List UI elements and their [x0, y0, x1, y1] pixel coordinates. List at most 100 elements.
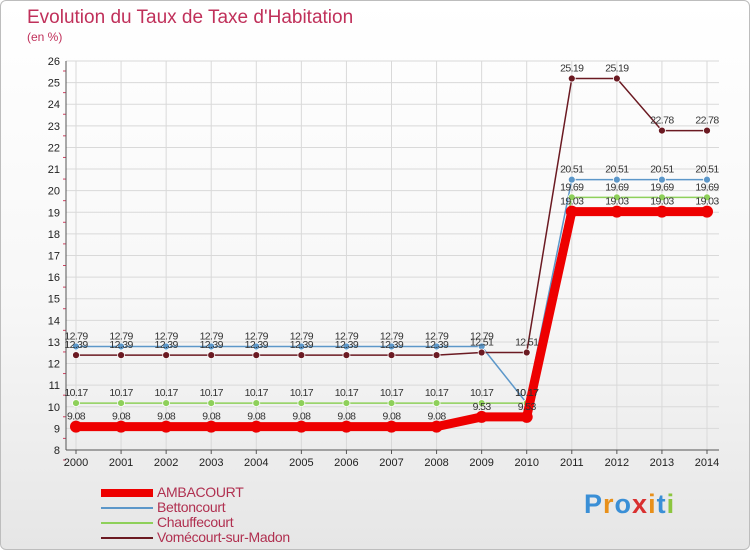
data-point [72, 351, 80, 360]
data-point [703, 193, 711, 202]
data-label: 12.79 [109, 330, 133, 342]
data-label: 19.69 [560, 181, 584, 193]
data-label: 10.17 [515, 387, 539, 399]
data-label: 20.51 [695, 164, 719, 176]
data-label: 19.03 [650, 196, 674, 208]
data-label: 12.79 [200, 330, 224, 342]
data-label: 12.39 [64, 339, 88, 351]
x-tick-label: 2002 [154, 457, 178, 469]
data-point [655, 205, 668, 218]
data-label: 19.69 [695, 181, 719, 193]
data-label: 9.08 [157, 411, 176, 423]
data-point [297, 399, 306, 408]
data-label: 10.17 [380, 387, 404, 399]
data-label: 10.17 [425, 387, 449, 399]
x-tick-label: 2008 [424, 457, 448, 469]
data-label: 12.79 [380, 330, 404, 342]
data-label: 9.08 [112, 411, 131, 423]
data-label: 12.79 [425, 330, 449, 342]
data-label: 12.51 [470, 337, 494, 349]
data-label: 22.78 [695, 115, 719, 127]
y-tick-label: 17 [48, 251, 60, 263]
data-point [340, 420, 353, 433]
data-point [430, 420, 443, 433]
data-label: 9.08 [382, 411, 401, 423]
chart-title: Evolution du Taux de Taxe d'Habitation [27, 7, 354, 28]
legend-label: Vomécourt-sur-Madon [157, 529, 290, 545]
data-point [703, 126, 711, 135]
data-point [162, 351, 171, 360]
legend-swatch [101, 489, 153, 497]
data-point [72, 342, 80, 351]
x-tick-label: 2006 [334, 457, 358, 469]
y-tick-label: 13 [48, 337, 60, 349]
x-tick-label: 2014 [695, 457, 719, 469]
y-tick-label: 21 [48, 164, 60, 176]
y-tick-label: 8 [54, 445, 60, 457]
data-point [72, 399, 80, 408]
data-point [387, 351, 396, 360]
data-label: 25.19 [605, 63, 629, 75]
data-label: 12.79 [290, 330, 314, 342]
data-label: 12.79 [335, 330, 359, 342]
data-point [117, 399, 125, 408]
data-label: 19.03 [695, 196, 719, 208]
data-label: 12.39 [245, 339, 269, 351]
data-point [70, 420, 82, 433]
data-point [387, 342, 396, 351]
data-label: 12.39 [200, 339, 224, 351]
data-point [432, 351, 441, 360]
data-label: 9.08 [202, 411, 221, 423]
data-point [475, 410, 488, 423]
data-label: 19.03 [605, 196, 629, 208]
data-point [477, 399, 486, 408]
data-point [658, 175, 666, 184]
y-tick-label: 15 [48, 294, 60, 306]
y-tick-label: 9 [54, 423, 60, 435]
y-tick-label: 20 [48, 186, 60, 198]
data-point [703, 175, 711, 184]
data-point [297, 342, 306, 351]
data-point [701, 205, 713, 218]
legend-label: Chauffecourt [157, 514, 234, 530]
legend-label: AMBACOURT [157, 484, 244, 500]
data-point [160, 420, 173, 433]
y-tick-label: 11 [49, 380, 60, 392]
data-point [385, 420, 398, 433]
data-point [342, 399, 351, 408]
data-label: 12.79 [245, 330, 269, 342]
data-label: 10.17 [470, 387, 494, 399]
y-tick-label: 12 [48, 359, 60, 371]
data-label: 12.39 [380, 339, 404, 351]
data-label: 10.17 [515, 387, 539, 399]
y-tick-label: 19 [48, 207, 60, 219]
x-tick-label: 2000 [64, 457, 88, 469]
data-label: 10.17 [335, 387, 359, 399]
data-label: 20.51 [560, 164, 584, 176]
y-tick-label: 16 [48, 272, 60, 284]
y-tick-label: 18 [48, 229, 60, 241]
data-label: 9.53 [518, 401, 537, 413]
data-label: 12.79 [470, 330, 494, 342]
data-label: 19.03 [560, 196, 584, 208]
x-tick-label: 2003 [199, 457, 223, 469]
data-label: 12.79 [155, 330, 179, 342]
logo-letter: i [666, 489, 676, 519]
data-label: 10.17 [64, 387, 88, 399]
data-point [295, 420, 308, 433]
data-label: 10.17 [245, 387, 269, 399]
data-point [250, 420, 263, 433]
data-point [115, 420, 128, 433]
data-point [432, 399, 441, 408]
data-point [117, 342, 125, 351]
data-label: 9.08 [67, 411, 86, 423]
data-label: 12.39 [290, 339, 314, 351]
data-label: 12.39 [109, 339, 133, 351]
logo-letter: t [656, 489, 667, 519]
data-point [432, 342, 441, 351]
data-point [567, 175, 576, 184]
data-point [387, 399, 396, 408]
data-label: 12.39 [155, 339, 179, 351]
